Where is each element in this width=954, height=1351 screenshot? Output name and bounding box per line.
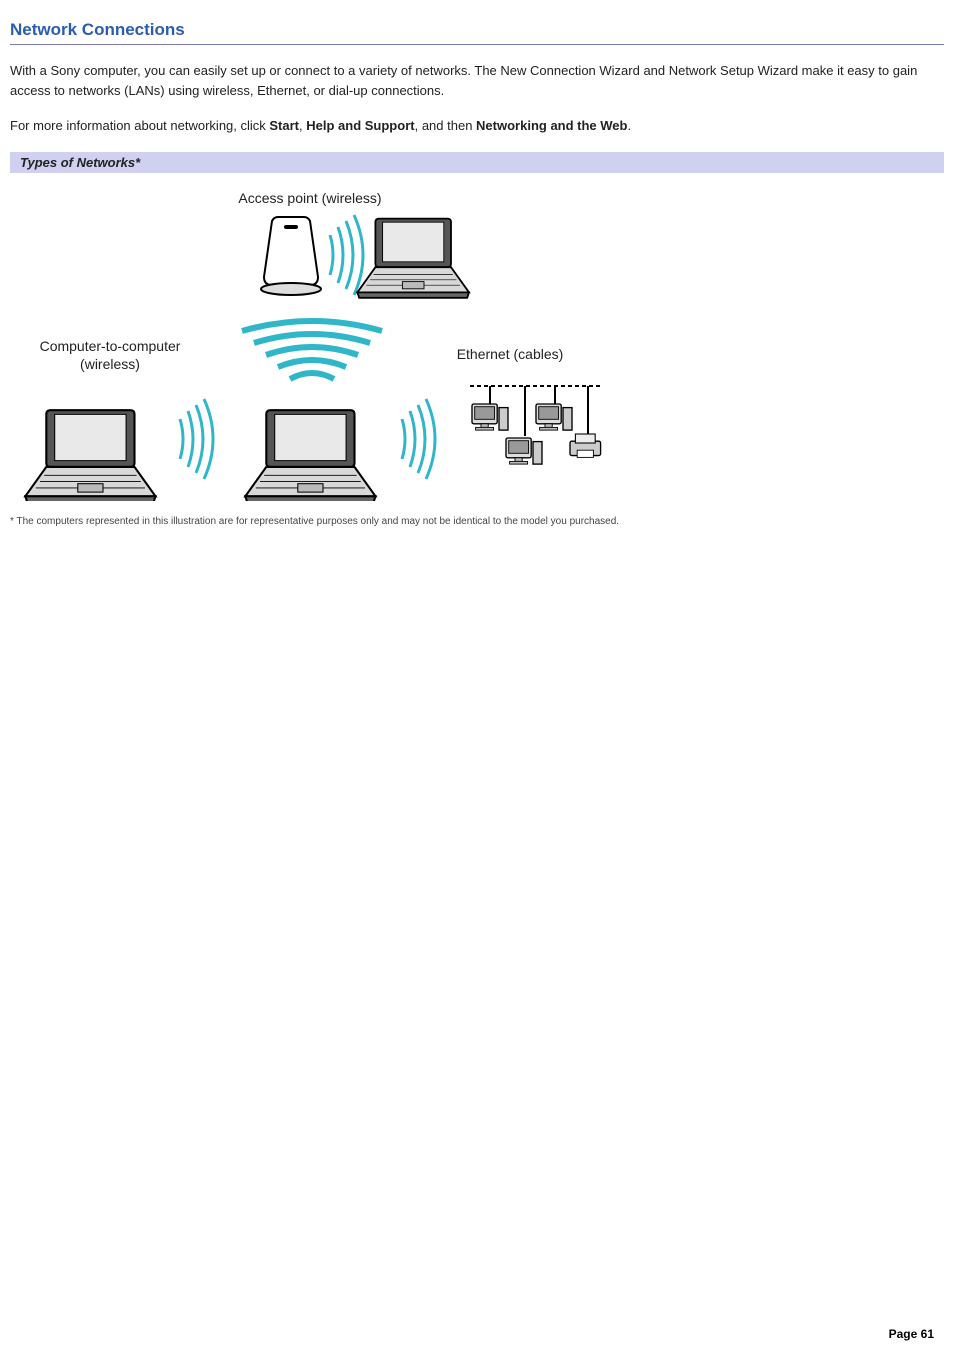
waves-stack-icon (242, 321, 382, 379)
ethernet-network-icon (470, 386, 601, 464)
label-ethernet: Ethernet (cables) (457, 346, 564, 362)
network-types-diagram: Access point (wireless) Computer-to-comp… (10, 181, 630, 506)
intro-paragraph: With a Sony computer, you can easily set… (10, 61, 944, 100)
laptop-icon (357, 218, 469, 297)
page-number: Page 61 (889, 1327, 934, 1341)
laptop-icon (25, 410, 155, 501)
p2-b3: Networking and the Web (476, 118, 627, 133)
instruction-paragraph: For more information about networking, c… (10, 116, 944, 136)
waves-icon (402, 399, 435, 479)
p2-m2: , and then (415, 118, 476, 133)
access-point-icon (261, 217, 321, 295)
p2-post: . (627, 118, 631, 133)
p2-b1: Start (269, 118, 299, 133)
p2-pre: For more information about networking, c… (10, 118, 269, 133)
p2-b2: Help and Support (306, 118, 414, 133)
laptop-icon (245, 410, 375, 501)
page-title: Network Connections (10, 20, 944, 45)
waves-icon (180, 399, 213, 479)
waves-icon (330, 215, 363, 295)
types-of-networks-header: Types of Networks* (10, 152, 944, 173)
illustration-footnote: * The computers represented in this illu… (10, 516, 944, 527)
label-c2c-line2: (wireless) (80, 356, 140, 372)
label-c2c-line1: Computer-to-computer (40, 338, 181, 354)
label-access-point: Access point (wireless) (238, 190, 381, 206)
